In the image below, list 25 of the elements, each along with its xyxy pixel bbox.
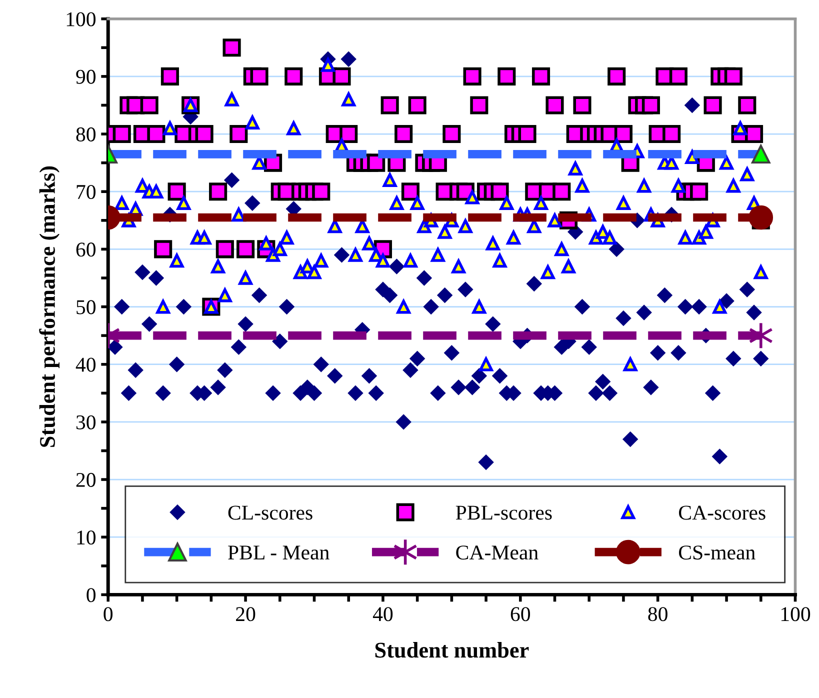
y-tick-label: 60: [76, 242, 96, 257]
x-tick-label: 80: [648, 607, 668, 622]
y-tick-label: 80: [76, 127, 96, 142]
legend-label: PBL-scores: [456, 506, 552, 520]
y-tick-label: 70: [76, 184, 96, 200]
y-tick-label: 0: [86, 588, 96, 602]
legend-label: PBL - Mean: [228, 546, 330, 560]
y-tick-label: 100: [66, 12, 96, 26]
x-tick-label: 100: [781, 607, 810, 622]
y-tick-label: 30: [76, 415, 96, 430]
x-tick-label: 20: [236, 607, 256, 622]
y-tick-label: 90: [76, 70, 96, 84]
y-tick-label: 10: [77, 530, 96, 545]
y-tick-label: 40: [76, 358, 96, 372]
x-axis-title: Student number: [375, 642, 529, 658]
legend-label: CA-scores: [678, 506, 766, 520]
x-tick-label: 0: [104, 607, 113, 622]
y-tick-label: 20: [76, 472, 96, 487]
y-tick-label: 50: [76, 300, 96, 314]
y-axis-title: Student performance (marks): [39, 166, 60, 447]
legend-label: CS-mean: [678, 546, 756, 560]
x-tick-label: 60: [510, 607, 530, 622]
legend-label: CL-scores: [228, 506, 312, 520]
x-tick-label: 40: [372, 607, 393, 622]
legend-label: CA-Mean: [456, 546, 538, 560]
